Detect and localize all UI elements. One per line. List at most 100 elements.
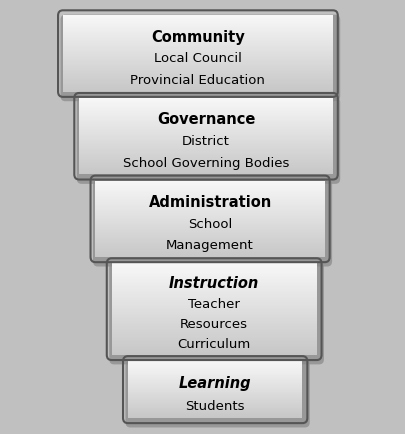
Bar (111, 325, 316, 326)
Bar (63, 46, 332, 47)
Bar (111, 293, 316, 294)
Text: Management: Management (166, 239, 254, 252)
Bar (128, 410, 302, 411)
Bar (63, 81, 332, 82)
Text: Community: Community (151, 30, 244, 45)
Bar (111, 274, 316, 276)
Text: Students: Students (185, 399, 244, 412)
Bar (63, 52, 332, 53)
Bar (111, 347, 316, 349)
Bar (111, 273, 316, 274)
Bar (79, 142, 332, 143)
Bar (111, 332, 316, 334)
Bar (79, 174, 332, 175)
Bar (79, 123, 332, 124)
Bar (128, 372, 302, 374)
Bar (79, 151, 332, 152)
Bar (95, 217, 324, 218)
Bar (95, 230, 324, 232)
Bar (95, 236, 324, 237)
Bar (128, 371, 302, 372)
Bar (111, 286, 316, 288)
Bar (95, 186, 324, 188)
Bar (128, 393, 302, 395)
Bar (95, 195, 324, 197)
Bar (95, 208, 324, 209)
Bar (63, 28, 332, 29)
Bar (111, 331, 316, 332)
Bar (63, 61, 332, 62)
Bar (95, 252, 324, 253)
Bar (111, 353, 316, 355)
Bar (111, 289, 316, 291)
Bar (128, 387, 302, 388)
Bar (128, 416, 302, 417)
Bar (79, 144, 332, 146)
Bar (63, 73, 332, 75)
Bar (79, 147, 332, 148)
Bar (128, 363, 302, 364)
Bar (63, 43, 332, 44)
Bar (128, 379, 302, 380)
Bar (79, 137, 332, 138)
Bar (111, 343, 316, 345)
Bar (79, 116, 332, 118)
Bar (111, 299, 316, 300)
Bar (63, 77, 332, 79)
Bar (95, 242, 324, 243)
Bar (95, 243, 324, 245)
Bar (79, 133, 332, 135)
Bar (128, 391, 302, 392)
Bar (79, 125, 332, 127)
Bar (95, 204, 324, 205)
Bar (79, 130, 332, 132)
Bar (63, 83, 332, 85)
Bar (128, 392, 302, 394)
Bar (79, 112, 332, 113)
Bar (111, 303, 316, 305)
Bar (79, 157, 332, 158)
Bar (63, 67, 332, 69)
Bar (111, 279, 316, 280)
Bar (128, 404, 302, 406)
Bar (79, 163, 332, 165)
Bar (111, 344, 316, 346)
Bar (95, 240, 324, 241)
Bar (95, 196, 324, 198)
Bar (63, 75, 332, 76)
Bar (63, 59, 332, 61)
Bar (128, 369, 302, 370)
Bar (111, 320, 316, 322)
Bar (63, 24, 332, 25)
Bar (79, 129, 332, 131)
Bar (79, 158, 332, 160)
Bar (128, 414, 302, 415)
Bar (95, 200, 324, 202)
Bar (79, 155, 332, 156)
Bar (95, 226, 324, 227)
Bar (128, 388, 302, 389)
Bar (79, 127, 332, 128)
Bar (63, 26, 332, 28)
Bar (95, 197, 324, 199)
FancyBboxPatch shape (93, 181, 331, 267)
Bar (128, 411, 302, 412)
Bar (63, 19, 332, 20)
Bar (95, 223, 324, 224)
Bar (128, 381, 302, 382)
Bar (95, 182, 324, 184)
Bar (128, 417, 302, 418)
Bar (95, 211, 324, 213)
Text: Curriculum: Curriculum (177, 337, 250, 350)
Bar (128, 396, 302, 397)
Bar (128, 402, 302, 403)
Bar (63, 29, 332, 30)
Bar (95, 247, 324, 249)
Bar (128, 415, 302, 416)
Bar (128, 365, 302, 366)
Bar (111, 341, 316, 343)
Bar (111, 288, 316, 290)
Bar (111, 314, 316, 316)
Bar (79, 101, 332, 103)
Bar (63, 79, 332, 81)
